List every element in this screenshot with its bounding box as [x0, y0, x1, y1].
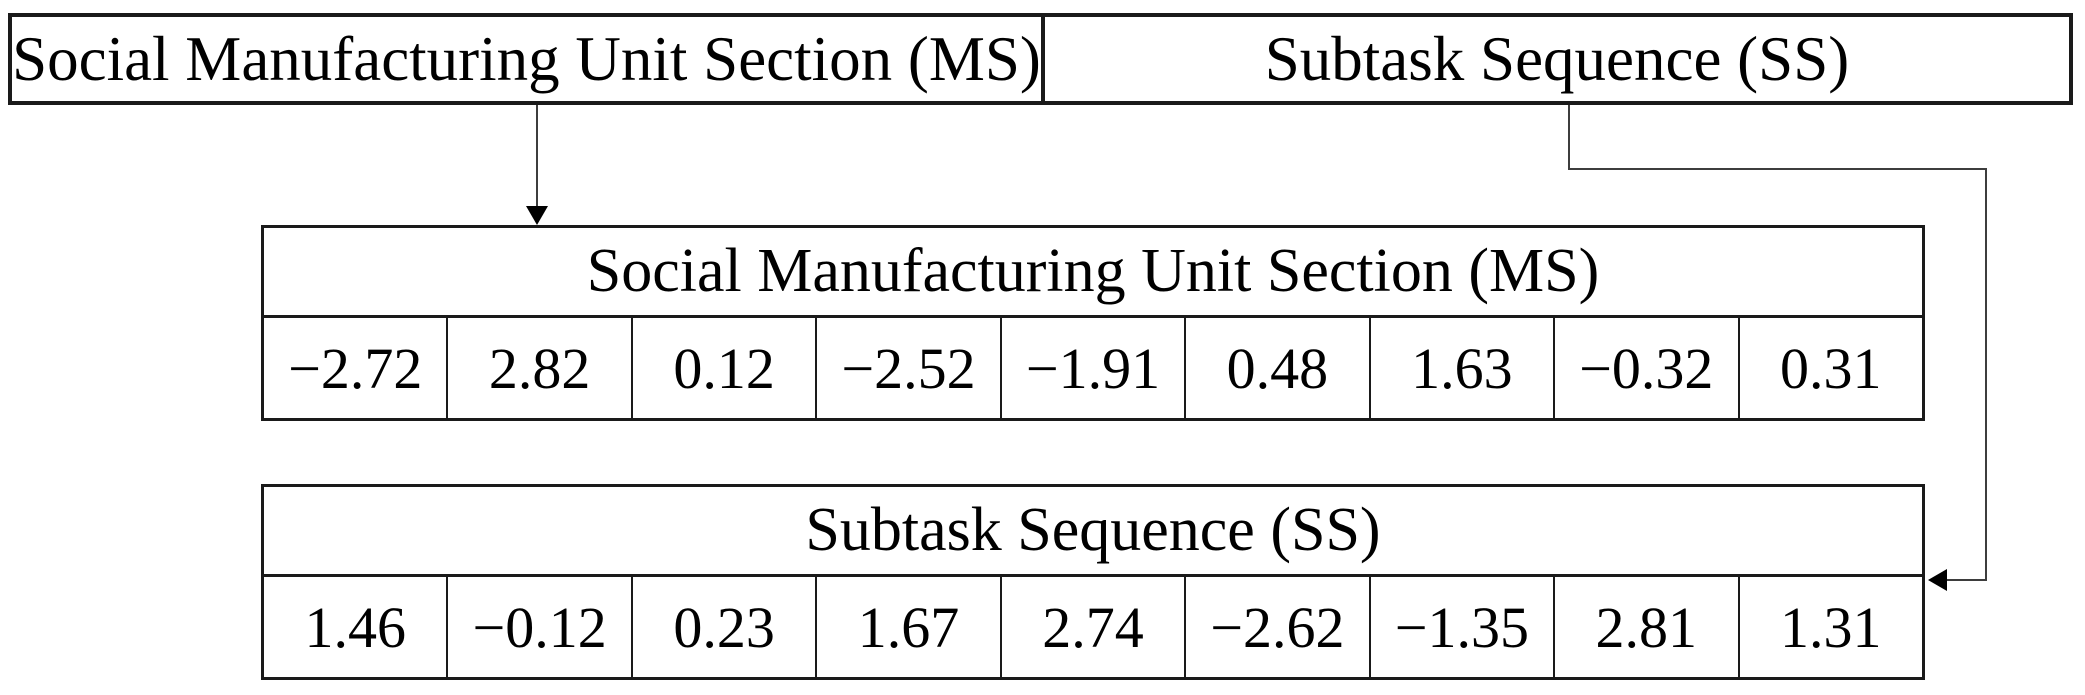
ss-connector-line-segment-1: [1568, 105, 1570, 170]
ss-connector-line-segment-3: [1985, 168, 1987, 581]
ss-value-cell: 1.67: [815, 577, 999, 677]
ms-value-cell: 1.63: [1368, 318, 1553, 418]
ms-table-row: −2.72 2.82 0.12 −2.52 −1.91 0.48 1.63 −0…: [264, 318, 1922, 418]
ss-values-table: Subtask Sequence (SS) 1.46 −0.12 0.23 1.…: [261, 484, 1925, 680]
ss-section-label: Subtask Sequence (SS): [1264, 23, 1850, 94]
ss-value-cell: 2.74: [999, 577, 1184, 677]
ms-connector-line: [536, 105, 538, 209]
ss-value-cell: −0.12: [446, 577, 630, 677]
ms-value-cell: 0.12: [630, 318, 815, 418]
ms-value-cell: −0.32: [1553, 318, 1737, 418]
ms-table-title: Social Manufacturing Unit Section (MS): [264, 228, 1922, 318]
ss-connector-line-segment-4: [1944, 579, 1987, 581]
ss-value-cell: −1.35: [1368, 577, 1553, 677]
arrow-down-icon: [526, 206, 548, 225]
ms-value-cell: −2.72: [288, 335, 423, 401]
ms-section-label: Social Manufacturing Unit Section (MS): [12, 23, 1041, 94]
arrow-left-icon: [1928, 569, 1947, 591]
ss-section-box: Subtask Sequence (SS): [1045, 17, 2069, 101]
ss-table-title: Subtask Sequence (SS): [264, 487, 1922, 577]
ss-connector-line-segment-2: [1568, 168, 1987, 170]
chromosome-sections-row: Social Manufacturing Unit Section (MS) S…: [8, 13, 2073, 105]
ss-value-cell: 0.23: [630, 577, 815, 677]
ss-value-cell: 2.81: [1553, 577, 1737, 677]
ss-value-cell: 1.31: [1737, 577, 1922, 677]
ss-value-cell: 1.46: [304, 594, 406, 660]
ms-section-box: Social Manufacturing Unit Section (MS): [12, 17, 1045, 101]
ms-value-cell: 0.48: [1184, 318, 1368, 418]
ms-value-cell: −1.91: [999, 318, 1184, 418]
ss-table-row: 1.46 −0.12 0.23 1.67 2.74 −2.62 −1.35 2.…: [264, 577, 1922, 677]
ms-value-cell: −2.52: [815, 318, 999, 418]
ss-value-cell: −2.62: [1184, 577, 1368, 677]
ms-value-cell: 2.82: [446, 318, 630, 418]
ms-value-cell: 0.31: [1737, 318, 1922, 418]
ms-values-table: Social Manufacturing Unit Section (MS) −…: [261, 225, 1925, 421]
